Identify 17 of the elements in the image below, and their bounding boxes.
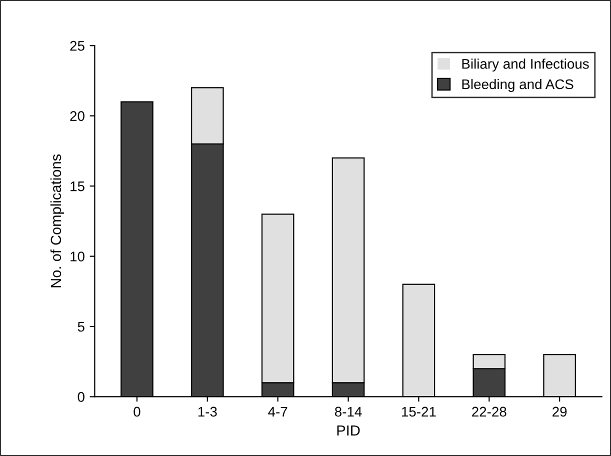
y-tick-label: 25	[70, 40, 84, 51]
legend-label: Bleeding and ACS	[462, 78, 574, 92]
x-tick-label: 0	[134, 406, 140, 417]
x-axis-title: PID	[337, 425, 360, 436]
x-tick-label: 1-3	[198, 406, 217, 417]
y-axis-title: No. of Complications	[50, 154, 64, 288]
y-tick-label: 20	[70, 111, 84, 121]
legend-label: Biliary and Infectious	[462, 58, 589, 72]
x-tick-label: 4-7	[268, 406, 288, 417]
x-tick-label: 22-28	[472, 406, 506, 417]
x-tick-label: 29	[552, 406, 567, 417]
x-tick-label: 8-14	[334, 406, 362, 417]
y-tick-label: 5	[78, 322, 84, 332]
y-tick-label: 0	[78, 392, 84, 402]
x-tick-label: 15-21	[402, 406, 436, 417]
y-tick-label: 10	[70, 252, 84, 262]
y-tick-label: 15	[70, 182, 84, 192]
